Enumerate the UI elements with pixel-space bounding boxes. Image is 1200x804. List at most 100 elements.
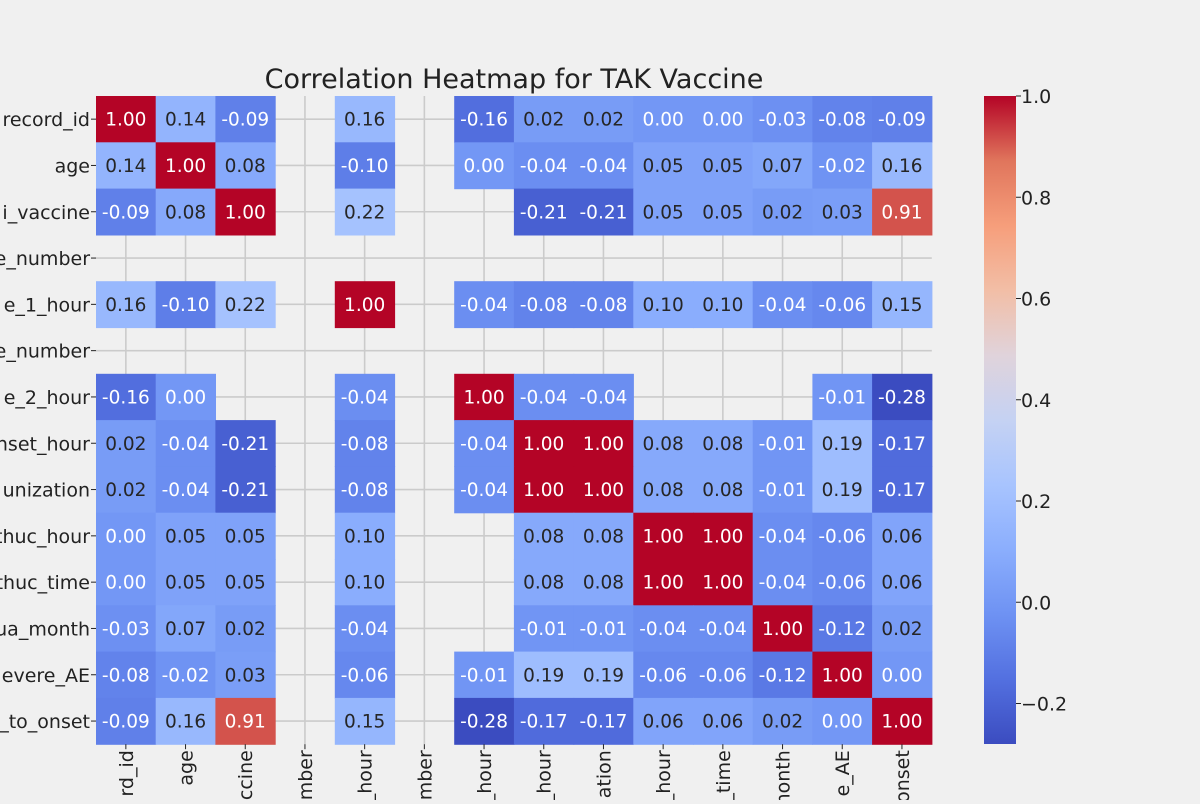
heatmap-cell bbox=[573, 559, 634, 606]
heatmap-cell bbox=[573, 420, 634, 467]
row-tick-label: thuc_hour bbox=[0, 526, 90, 548]
heatmap-cell bbox=[334, 651, 396, 699]
heatmap-cell bbox=[454, 142, 515, 190]
heatmap-cell bbox=[693, 651, 754, 699]
heatmap-cell bbox=[155, 466, 216, 514]
heatmap-cell bbox=[693, 559, 754, 606]
cell-value-label: 1.00 bbox=[702, 526, 743, 547]
cell-value-label: -0.08 bbox=[102, 665, 150, 686]
cell-value-label: -0.06 bbox=[818, 526, 866, 547]
cell-value-label: -0.02 bbox=[818, 156, 866, 177]
colorbar-tick-label: 0.0 bbox=[1021, 592, 1051, 614]
cell-value-label: -0.01 bbox=[818, 387, 866, 408]
chart-title: Correlation Heatmap for TAK Vaccine bbox=[265, 64, 764, 95]
heatmap-cell bbox=[215, 512, 276, 560]
column-tick-label: e_AE bbox=[832, 750, 854, 796]
cell-value-label: -0.04 bbox=[162, 480, 210, 501]
heatmap-cell bbox=[96, 188, 157, 236]
cell-value-label: 1.00 bbox=[643, 526, 684, 547]
cell-value-label: 0.06 bbox=[702, 712, 743, 733]
colorbar-tick-label: 0.8 bbox=[1021, 187, 1051, 209]
cell-value-label: -0.28 bbox=[460, 712, 508, 733]
column-tick-label: ation bbox=[593, 750, 615, 798]
row-tick-label: e_2_hour bbox=[4, 387, 90, 409]
heatmap-cell bbox=[752, 142, 813, 190]
cell-value-label: -0.09 bbox=[221, 110, 269, 131]
cell-value-label: -0.06 bbox=[818, 295, 866, 316]
cell-value-label: 0.00 bbox=[881, 665, 922, 686]
cell-value-label: 0.05 bbox=[225, 526, 266, 547]
cell-value-label: -0.08 bbox=[341, 480, 389, 501]
row-tick-label: e_number bbox=[0, 341, 90, 363]
heatmap-cell bbox=[573, 188, 634, 236]
cell-value-label: 0.05 bbox=[702, 156, 743, 177]
cell-value-label: -0.04 bbox=[580, 156, 628, 177]
heatmap-cell bbox=[513, 466, 575, 514]
heatmap-cell bbox=[215, 466, 276, 514]
heatmap-cell bbox=[573, 281, 634, 329]
cell-value-label: 0.05 bbox=[225, 573, 266, 594]
cell-value-label: 0.08 bbox=[225, 156, 266, 177]
heatmap-cell bbox=[454, 373, 515, 421]
cell-value-label: -0.08 bbox=[818, 110, 866, 131]
colorbar-tick-label: −0.2 bbox=[1021, 694, 1067, 716]
heatmap-cell bbox=[513, 559, 575, 606]
cell-value-label: 0.00 bbox=[463, 156, 504, 177]
column-tick-label: _hour bbox=[355, 750, 377, 800]
heatmap-cell bbox=[513, 651, 575, 699]
cell-value-label: -0.10 bbox=[341, 156, 389, 177]
heatmap-cell bbox=[633, 512, 694, 560]
heatmap-cell bbox=[96, 420, 157, 467]
heatmap-cell bbox=[693, 605, 754, 653]
column-tick-label: age bbox=[176, 750, 198, 785]
heatmap-cell bbox=[155, 697, 216, 745]
row-tick-label: record_id bbox=[2, 109, 90, 131]
heatmap-cell bbox=[752, 188, 813, 236]
cell-value-label: -0.10 bbox=[162, 295, 210, 316]
cell-value-label: -0.12 bbox=[759, 665, 807, 686]
cell-value-label: 1.00 bbox=[822, 665, 863, 686]
heatmap-cell bbox=[155, 373, 216, 421]
cell-value-label: 0.02 bbox=[762, 712, 803, 733]
cell-value-label: -0.04 bbox=[759, 573, 807, 594]
cell-value-label: 0.19 bbox=[523, 665, 564, 686]
cell-value-label: -0.06 bbox=[818, 573, 866, 594]
cell-value-label: 1.00 bbox=[463, 387, 504, 408]
cell-value-label: 1.00 bbox=[165, 156, 206, 177]
column-tick-label: _hour bbox=[474, 750, 496, 800]
cell-value-label: 0.16 bbox=[105, 295, 146, 316]
cell-value-label: -0.21 bbox=[520, 202, 568, 223]
cell-value-label: 0.06 bbox=[881, 573, 922, 594]
cell-value-label: 1.00 bbox=[344, 295, 385, 316]
cell-value-label: 0.02 bbox=[523, 110, 564, 131]
heatmap-cell bbox=[454, 281, 515, 329]
cell-value-label: 0.16 bbox=[165, 712, 206, 733]
colorbar-tick-label: 1.0 bbox=[1021, 86, 1051, 108]
heatmap-cell bbox=[693, 466, 754, 514]
heatmap-cell bbox=[96, 697, 157, 745]
heatmap-cell bbox=[633, 420, 694, 467]
heatmap-cell bbox=[513, 96, 575, 143]
cell-value-label: 0.02 bbox=[583, 110, 624, 131]
cell-value-label: -0.01 bbox=[460, 665, 508, 686]
cell-value-label: 0.10 bbox=[344, 573, 385, 594]
cell-value-label: 0.16 bbox=[344, 110, 385, 131]
cell-value-label: -0.04 bbox=[699, 619, 747, 640]
cell-value-label: -0.01 bbox=[759, 480, 807, 501]
heatmap-cell bbox=[573, 651, 634, 699]
cell-value-label: 1.00 bbox=[583, 480, 624, 501]
cell-annotations: 1.00 0.14 -0.09 0.16 -0.16 0.02 0.02 0.00 0.00 -0… bbox=[102, 110, 926, 733]
heatmap-cell bbox=[872, 420, 933, 467]
heatmap-cell bbox=[513, 281, 575, 329]
heatmap-cell bbox=[872, 651, 933, 699]
heatmap-cell bbox=[215, 605, 276, 653]
cell-value-label: -0.01 bbox=[759, 434, 807, 455]
cell-value-label: -0.04 bbox=[759, 295, 807, 316]
row-tick-label: e_number bbox=[0, 248, 90, 270]
heatmap-cell bbox=[812, 142, 873, 190]
heatmap-cell bbox=[215, 281, 276, 329]
cell-value-label: 0.08 bbox=[702, 434, 743, 455]
heatmap-cell bbox=[96, 651, 157, 699]
cell-value-label: 1.00 bbox=[523, 434, 564, 455]
heatmap-cell bbox=[573, 142, 634, 190]
